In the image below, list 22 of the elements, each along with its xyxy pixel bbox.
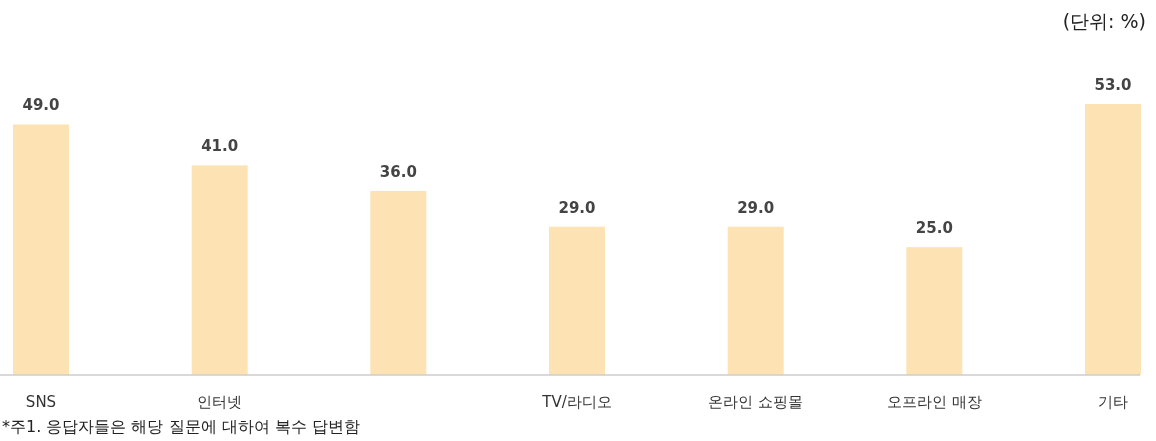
data-label: 36.0	[379, 162, 417, 181]
data-label: 29.0	[737, 198, 775, 217]
bar	[191, 165, 248, 375]
bar	[727, 226, 784, 375]
data-label: 25.0	[915, 219, 953, 238]
bar	[906, 247, 963, 375]
data-label: 53.0	[1094, 76, 1132, 94]
data-label: 41.0	[201, 137, 239, 156]
text: *주1. 응답자들은 해당 질문에 대하여 복수 답변함	[2, 417, 360, 436]
bar	[370, 190, 427, 375]
x-tick-label: 온라인 쇼핑몰	[708, 393, 804, 411]
text: (단위: %)	[1062, 10, 1146, 32]
x-tick-label: SNS	[25, 393, 57, 411]
bar	[1085, 104, 1141, 375]
data-label: 29.0	[558, 198, 596, 217]
data-label: 49.0	[22, 96, 60, 115]
x-tick-label: 인터넷	[197, 393, 243, 411]
x-tick-label: 기타	[1098, 393, 1128, 411]
bar	[549, 226, 605, 375]
x-tick-label: TV/라디오	[541, 393, 612, 411]
bar	[13, 124, 69, 375]
x-tick-label: 오프라인 매장	[886, 393, 982, 411]
